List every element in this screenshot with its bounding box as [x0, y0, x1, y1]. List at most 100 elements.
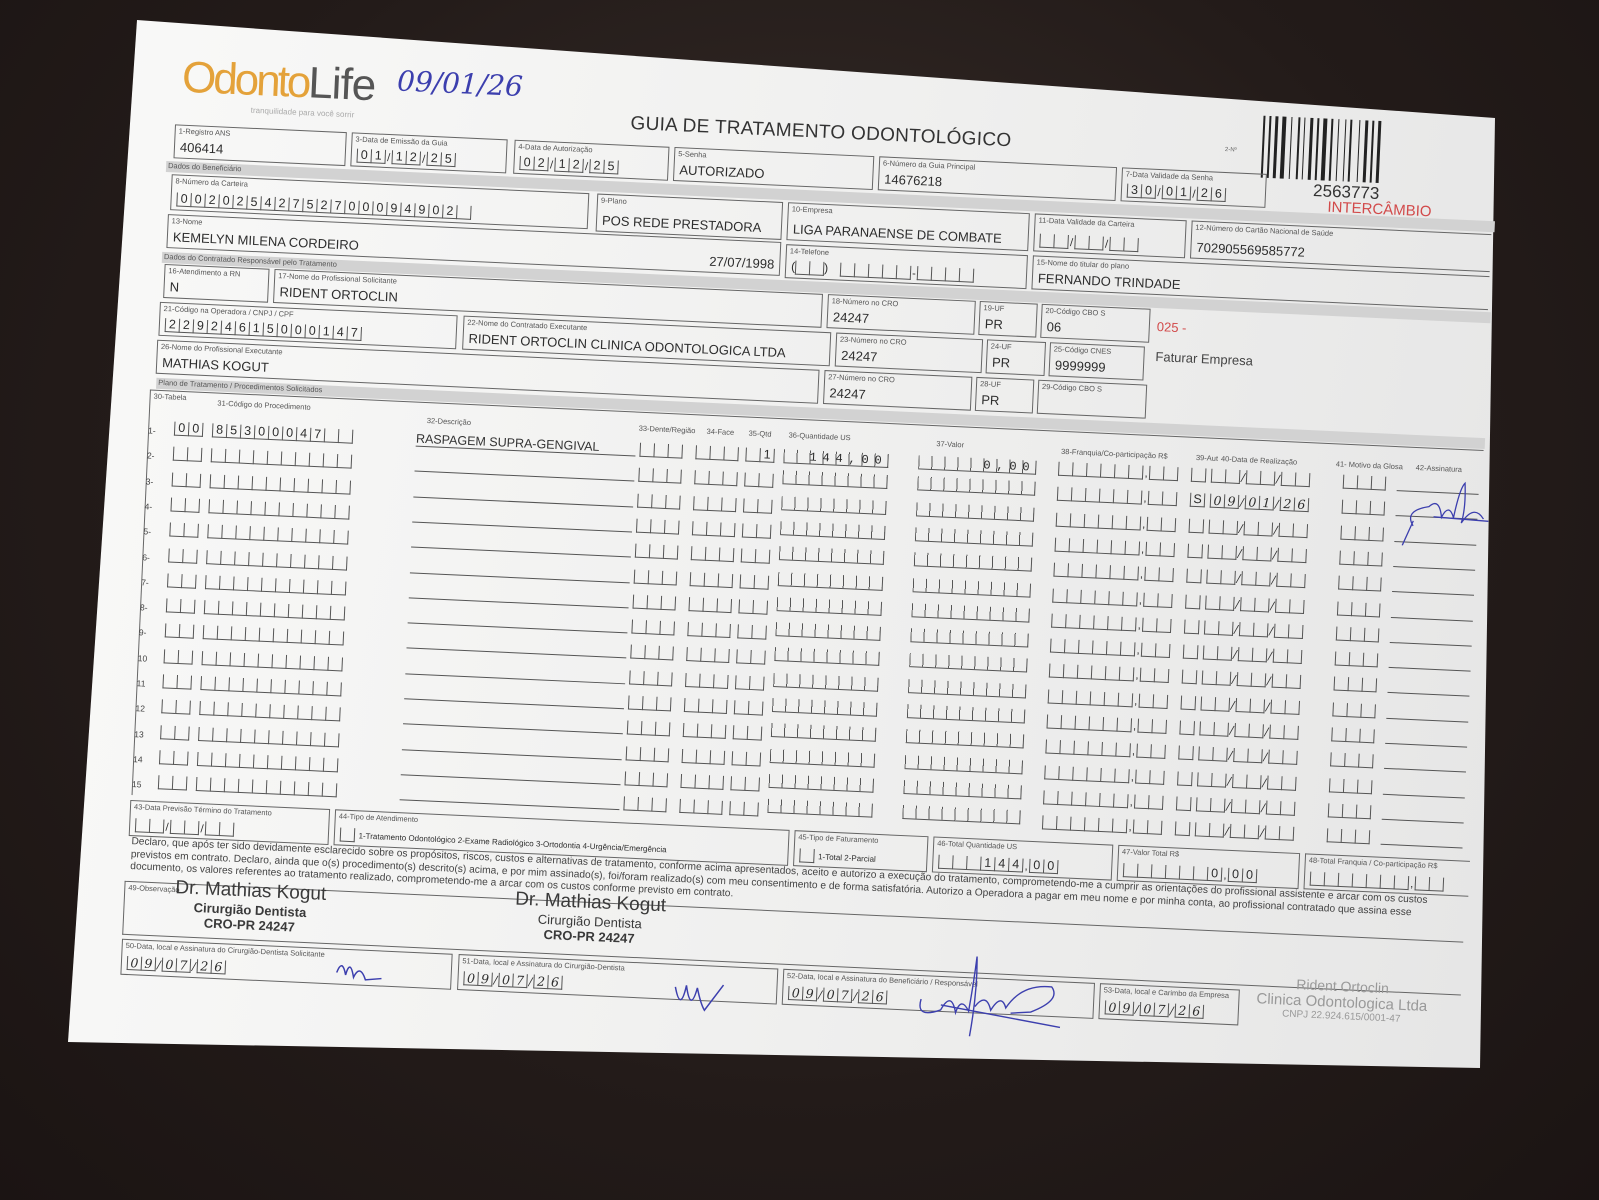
cell-assinatura[interactable]: [1384, 754, 1467, 773]
cell-assinatura[interactable]: [1387, 678, 1471, 698]
cell-tabela[interactable]: [170, 497, 201, 513]
cell-assinatura[interactable]: [1388, 653, 1472, 672]
cell-dente[interactable]: [625, 746, 670, 762]
cell-assinatura[interactable]: [1386, 703, 1469, 723]
cell-face[interactable]: [690, 546, 735, 563]
cell-valor[interactable]: [916, 501, 1035, 522]
cell-aut[interactable]: [1188, 518, 1205, 533]
cell-data[interactable]: / /: [1199, 721, 1299, 740]
cell-assinatura[interactable]: [1390, 602, 1474, 622]
cell-data[interactable]: / /: [1202, 645, 1303, 665]
cell-qtd[interactable]: [734, 675, 765, 691]
cell-franquia[interactable]: ,: [1053, 562, 1174, 583]
cell-aut[interactable]: [1183, 619, 1200, 635]
cell-assinatura[interactable]: [1393, 551, 1476, 571]
cell-franquia[interactable]: ,: [1047, 689, 1169, 709]
cell-assinatura[interactable]: [1381, 804, 1465, 824]
field-cro-18[interactable]: 18-Número no CRO 24247: [826, 294, 976, 335]
field-uf-24[interactable]: 24-UF PR: [985, 339, 1047, 377]
cell-valor[interactable]: [904, 754, 1024, 775]
cell-face[interactable]: [688, 596, 733, 613]
cell-franquia[interactable]: ,: [1041, 815, 1163, 836]
cell-tabela[interactable]: [169, 522, 199, 538]
cell-codigo[interactable]: [196, 751, 339, 773]
cell-valor[interactable]: [903, 779, 1022, 800]
cell-aut[interactable]: [1187, 543, 1204, 559]
cell-codigo[interactable]: [201, 650, 344, 672]
cell-codigo[interactable]: [207, 524, 349, 545]
cell-franquia[interactable]: ,: [1051, 613, 1172, 633]
cell-face[interactable]: [681, 748, 726, 765]
cell-dente[interactable]: [637, 493, 681, 510]
cell-codigo[interactable]: [208, 499, 350, 520]
cell-tabela[interactable]: [167, 573, 197, 589]
field-registro-ans[interactable]: 1-Registro ANS 406414: [173, 124, 347, 167]
cell-face[interactable]: [680, 773, 725, 790]
cell-data[interactable]: / /: [1210, 468, 1311, 488]
field-cro-27[interactable]: 27-Número no CRO 24247: [822, 370, 973, 411]
cell-glosa[interactable]: [1336, 601, 1381, 617]
cell-glosa[interactable]: [1326, 828, 1371, 845]
cell-us[interactable]: [776, 596, 883, 616]
cell-us[interactable]: [768, 773, 875, 793]
field-validade-senha[interactable]: 7-Data Validade da Senha 3 0/0 1/2 6: [1120, 167, 1267, 208]
cell-tabela[interactable]: [161, 699, 191, 715]
cell-tabela[interactable]: [162, 674, 193, 690]
cell-valor[interactable]: [914, 527, 1034, 547]
cell-franquia[interactable]: ,: [1057, 461, 1179, 482]
cell-codigo[interactable]: [198, 726, 340, 747]
cell-valor[interactable]: 0,00: [918, 455, 1037, 475]
cell-codigo[interactable]: [206, 549, 348, 571]
field-uf-28[interactable]: 28-UF PR: [974, 376, 1035, 414]
cell-us[interactable]: [771, 698, 878, 717]
cell-us[interactable]: [782, 470, 888, 490]
cell-franquia[interactable]: ,: [1055, 512, 1177, 532]
cell-valor[interactable]: [913, 552, 1033, 572]
cell-tabela[interactable]: [165, 598, 196, 614]
cell-aut[interactable]: [1190, 467, 1207, 483]
cell-qtd[interactable]: [729, 801, 759, 817]
cell-glosa[interactable]: [1341, 499, 1386, 516]
cell-glosa[interactable]: [1334, 651, 1379, 668]
cell-qtd[interactable]: [739, 573, 770, 590]
cell-valor[interactable]: [909, 653, 1028, 673]
field-cbo-29[interactable]: 29-Código CBO S: [1036, 379, 1148, 419]
field-data-emissao[interactable]: 3-Data de Emissão da Guia 0 1/1 2/2 5: [350, 132, 508, 174]
cell-glosa[interactable]: [1333, 676, 1378, 693]
cell-data[interactable]: / /: [1203, 620, 1304, 639]
cell-aut[interactable]: [1186, 568, 1202, 584]
cell-codigo[interactable]: [199, 701, 341, 722]
cell-franquia[interactable]: ,: [1056, 487, 1178, 507]
cell-qtd[interactable]: [731, 750, 762, 767]
field-plano[interactable]: 9-Plano POS REDE PRESTADORA: [595, 193, 784, 240]
cell-dente[interactable]: [624, 771, 669, 788]
cell-franquia[interactable]: ,: [1043, 790, 1164, 810]
cell-us[interactable]: 144,00: [783, 449, 889, 469]
field-cro-23[interactable]: 23-Número no CRO 24247: [834, 332, 984, 374]
cell-assinatura[interactable]: [1392, 577, 1475, 596]
cell-glosa[interactable]: [1340, 525, 1384, 542]
cell-glosa[interactable]: [1328, 777, 1373, 794]
cell-valor[interactable]: [910, 628, 1029, 648]
cell-dente[interactable]: [639, 442, 684, 459]
cell-face[interactable]: [689, 571, 734, 588]
cell-data[interactable]: / /: [1197, 771, 1297, 791]
cell-tabela[interactable]: [172, 446, 203, 463]
cell-valor[interactable]: [912, 577, 1032, 598]
cell-aut[interactable]: [1182, 644, 1199, 660]
cell-franquia[interactable]: ,: [1048, 663, 1170, 684]
cell-us[interactable]: [773, 672, 879, 692]
cell-us[interactable]: [780, 521, 886, 540]
cell-face[interactable]: [695, 445, 739, 462]
cell-glosa[interactable]: [1327, 803, 1372, 820]
cell-us[interactable]: [775, 622, 881, 641]
cell-dente[interactable]: [631, 619, 675, 636]
cell-assinatura[interactable]: [1382, 779, 1466, 799]
cell-qtd[interactable]: [736, 649, 766, 666]
field-atendimento-rn[interactable]: 16-Atendimento a RN N: [163, 263, 270, 303]
cell-data[interactable]: / /: [1198, 746, 1298, 766]
cell-aut[interactable]: [1179, 720, 1195, 736]
cell-us[interactable]: [774, 647, 880, 667]
cell-dente[interactable]: [638, 468, 682, 484]
